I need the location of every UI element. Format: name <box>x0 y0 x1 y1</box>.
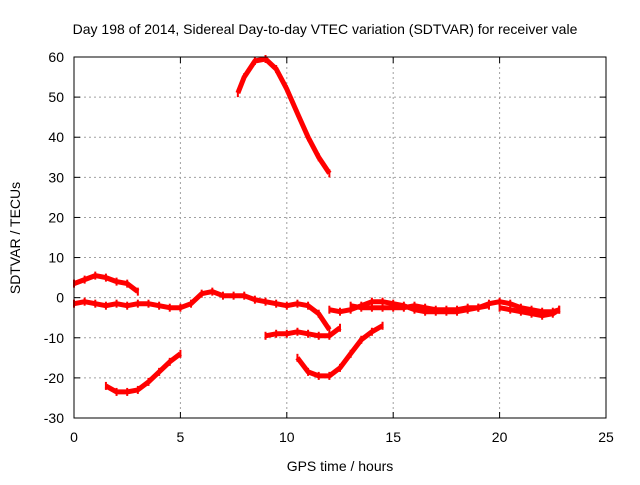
y-tick-label: 60 <box>48 49 64 65</box>
y-tick-label: 40 <box>48 129 64 145</box>
x-tick-label: 5 <box>177 429 185 445</box>
x-tick-label: 0 <box>70 429 78 445</box>
y-tick-label: 30 <box>48 169 64 185</box>
grid-layer <box>74 57 606 418</box>
series-line <box>350 303 490 313</box>
chart-title: Day 198 of 2014, Sidereal Day-to-day VTE… <box>73 21 578 37</box>
plot-frame <box>73 56 607 419</box>
label-layer: Day 198 of 2014, Sidereal Day-to-day VTE… <box>7 21 578 474</box>
series-layer <box>73 55 561 396</box>
x-tick-label: 20 <box>492 429 508 445</box>
y-tick-label: -10 <box>44 330 64 346</box>
x-tick-label: 15 <box>385 429 401 445</box>
y-tick-label: 10 <box>48 250 64 266</box>
x-tick-label: 10 <box>279 429 295 445</box>
y-tick-label: -30 <box>44 410 64 426</box>
y-axis-label: SDTVAR / TECUs <box>7 182 23 294</box>
y-tick-label: 20 <box>48 209 64 225</box>
y-tick-label: -20 <box>44 370 64 386</box>
x-axis-label: GPS time / hours <box>287 458 394 474</box>
axis-layer: -30 -20 -10 0 10 20 30 40 50 60 0 5 10 15 20 25 <box>44 49 614 445</box>
series-line <box>235 56 332 175</box>
series-line <box>265 325 342 339</box>
series-line <box>104 351 182 395</box>
x-tick-label: 25 <box>598 429 614 445</box>
y-tick-label: 0 <box>56 290 64 306</box>
y-tick-label: 50 <box>48 89 64 105</box>
